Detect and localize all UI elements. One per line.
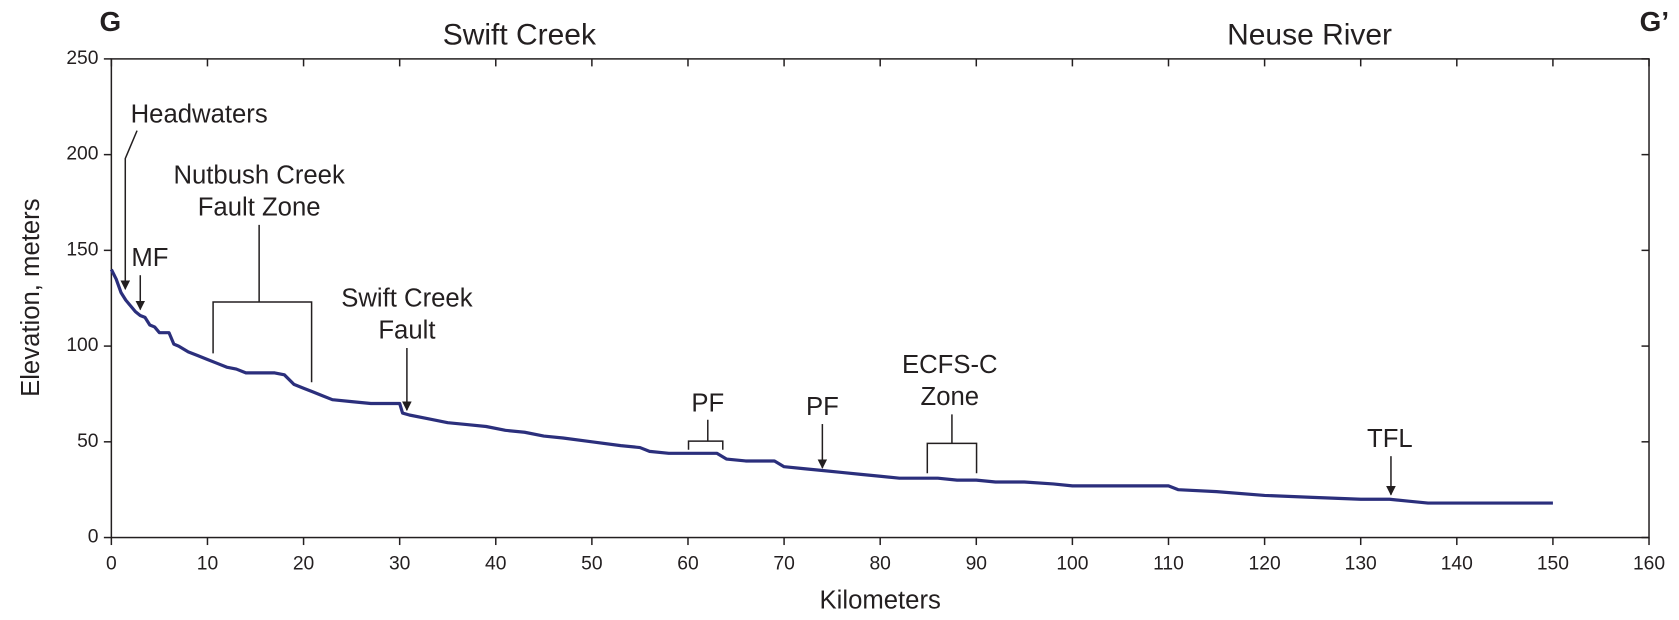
region-label: Neuse River — [1227, 18, 1392, 51]
y-tick-label: 200 — [66, 144, 98, 165]
annotation: Zone — [921, 383, 980, 411]
y-tick-label: 0 — [88, 527, 99, 548]
x-tick-label: 90 — [966, 553, 987, 574]
section-start-label: G — [99, 6, 121, 37]
y-axis-label: Elevation, meters — [17, 198, 45, 396]
y-tick-label: 50 — [77, 431, 98, 452]
x-tick-label: 130 — [1345, 553, 1377, 574]
annotation: TFL — [1367, 425, 1413, 453]
pointer-bracket — [212, 224, 313, 383]
x-tick-label: 160 — [1633, 553, 1665, 574]
annotation: MF — [131, 244, 168, 272]
x-tick-label: 150 — [1537, 553, 1569, 574]
y-tick-label: 250 — [66, 48, 98, 69]
annotation: ECFS-C — [902, 351, 998, 379]
x-tick-label: 30 — [389, 553, 410, 574]
x-tick-label: 10 — [197, 553, 218, 574]
x-tick-label: 80 — [869, 553, 890, 574]
pointer-bracket — [926, 414, 978, 474]
x-tick-label: 120 — [1249, 553, 1281, 574]
annotation: Fault — [378, 317, 435, 345]
x-tick-label: 100 — [1056, 553, 1088, 574]
annotation: Fault Zone — [198, 194, 321, 222]
annotation: Swift Creek — [341, 285, 472, 313]
y-tick-label: 150 — [66, 239, 98, 260]
annotation: Nutbush Creek — [173, 161, 344, 189]
x-tick-label: 70 — [773, 553, 794, 574]
y-tick-label: 100 — [66, 335, 98, 356]
annotation: PF — [691, 390, 724, 418]
region-label: Swift Creek — [443, 18, 597, 51]
x-axis-label: Kilometers — [820, 587, 941, 615]
annotation: Headwaters — [131, 100, 268, 128]
x-tick-label: 50 — [581, 553, 602, 574]
x-tick-label: 60 — [677, 553, 698, 574]
x-tick-label: 110 — [1153, 553, 1184, 574]
pointer-arrow — [120, 130, 138, 291]
section-end-label: G’ — [1640, 6, 1669, 37]
annotation-pointers — [120, 130, 1396, 496]
x-tick-label: 0 — [106, 553, 117, 574]
x-tick-label: 140 — [1441, 553, 1473, 574]
profile-line — [109, 268, 1553, 505]
annotation: PF — [806, 393, 839, 421]
x-tick-label: 40 — [485, 553, 506, 574]
pointer-bracket — [687, 419, 724, 450]
x-tick-label: 20 — [293, 553, 314, 574]
